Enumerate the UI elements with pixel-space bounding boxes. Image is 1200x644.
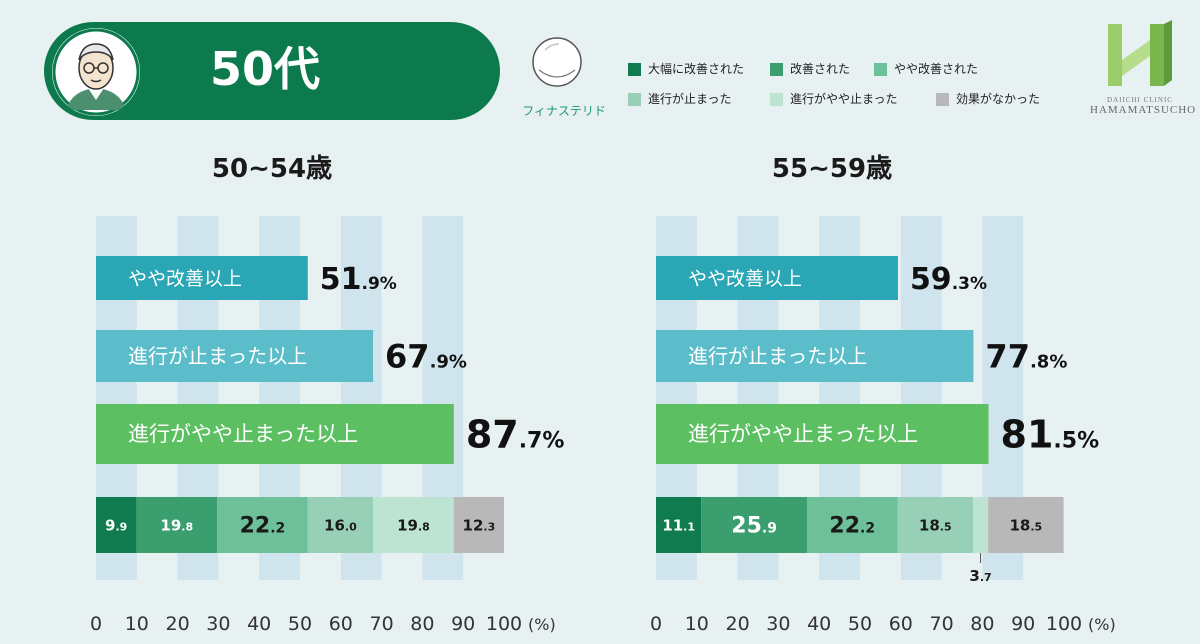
summary-value-label: 77.8% [985,338,1067,376]
x-axis-unit: (%) [1088,615,1116,634]
clinic-logo-subtext: DAIICHI CLINIC [1107,96,1173,104]
summary-bar [656,256,898,300]
legend-swatch [628,93,641,106]
summary-bar-label: やや改善以上 [688,268,802,290]
stacked-value-label: 18.5 [919,516,952,534]
chart-panel-50-54: 50~54歳やや改善以上 51.9% 進行が止まった以上 67.9% 進行がやや止まった… [60,140,580,644]
summary-value-label: 67.9% [385,338,467,376]
legend-swatch [936,93,949,106]
x-tick-label: 40 [247,613,271,635]
x-tick-label: 100 [1046,613,1082,635]
summary-bar [96,404,454,464]
legend-label: 改善された [790,62,851,76]
page-title: 50代 [209,42,320,96]
x-tick-label: 20 [166,613,190,635]
x-tick-label: 40 [807,613,831,635]
clinic-logo-mark-icon [1108,20,1172,86]
stacked-value-label: 18.5 [1009,516,1042,534]
stacked-segment [988,497,1064,553]
stacked-segment [453,497,504,553]
chart-title: 55~59歳 [772,154,892,184]
x-tick-label: 90 [451,613,475,635]
stacked-segment [307,497,374,553]
x-tick-label: 80 [970,613,994,635]
legend-label: 効果がなかった [956,92,1041,106]
x-tick-label: 30 [766,613,790,635]
x-tick-label: 60 [329,613,353,635]
stacked-value-label: 19.8 [160,516,193,534]
stacked-segment [96,497,137,553]
stacked-segment [217,497,308,553]
summary-value-label: 81.5% [1001,413,1100,457]
legend-swatch [770,63,783,76]
stacked-value-label: 11.1 [662,516,695,534]
chart-panel-55-59: 55~59歳やや改善以上 59.3% 進行が止まった以上 77.8% 進行がやや止まった… [620,140,1140,644]
x-tick-label: 60 [889,613,913,635]
stacked-segment [806,497,898,553]
stacked-value-label: 12.3 [463,516,496,534]
summary-bar-label: やや改善以上 [128,268,242,290]
legend-label: 進行がやや止まった [790,92,898,106]
stacked-value-label: 19.8 [397,516,430,534]
product-label: フィナステリド [522,104,606,118]
elderly-man-avatar [52,28,140,116]
summary-value-label: 59.3% [910,262,987,297]
stacked-segment [136,497,218,553]
x-tick-label: 90 [1011,613,1035,635]
x-tick-label: 70 [370,613,394,635]
chart-legend: 大幅に改善された 改善された やや改善された 進行が止まった 進行がやや止まった… [628,60,1068,116]
stacked-segment [897,497,974,553]
elderly-man-icon [52,28,140,116]
summary-bar [96,256,308,300]
summary-bar-label: 進行が止まった以上 [688,344,867,368]
x-tick-label: 10 [685,613,709,635]
stacked-segment [973,497,989,553]
x-tick-label: 100 [486,613,522,635]
summary-bar [656,404,989,464]
stacked-value-label: 16.0 [324,516,357,534]
clinic-logo-text: HAMAMATSUCHO [1090,104,1197,116]
stacked-segment [373,497,454,553]
x-tick-label: 0 [90,613,102,635]
x-tick-label: 20 [726,613,750,635]
stacked-value-label: 25.9 [731,514,777,539]
chart-title: 50~54歳 [212,154,332,184]
summary-bar [656,330,974,382]
stacked-value-label: 22.2 [829,514,875,539]
summary-bar [96,330,374,382]
clinic-logo: DAIICHI CLINIC HAMAMATSUCHO [1090,20,1195,116]
legend-swatch [770,93,783,106]
stacked-value-label: 9.9 [105,516,127,534]
stacked-segment [656,497,702,553]
x-tick-label: 10 [125,613,149,635]
x-tick-label: 30 [206,613,230,635]
summary-bar-label: 進行が止まった以上 [128,344,307,368]
stacked-segment [701,497,807,553]
legend-swatch [874,63,887,76]
legend-label: 進行が止まった [648,92,732,106]
x-tick-label: 50 [848,613,872,635]
x-tick-label: 80 [410,613,434,635]
stacked-value-label: 22.2 [240,514,286,539]
legend-label: やや改善された [894,62,979,76]
x-tick-label: 50 [288,613,312,635]
summary-value-label: 51.9% [320,262,397,297]
summary-value-label: 87.7% [466,413,565,457]
summary-bar-label: 進行がやや止まった以上 [128,422,358,446]
stacked-value-label: 3.7 [969,567,991,585]
summary-bar-label: 進行がやや止まった以上 [688,422,918,446]
pill-icon [532,37,582,87]
x-tick-label: 0 [650,613,662,635]
legend-swatch [628,63,641,76]
x-axis-unit: (%) [528,615,556,634]
legend-label: 大幅に改善された [648,62,745,76]
x-tick-label: 70 [930,613,954,635]
